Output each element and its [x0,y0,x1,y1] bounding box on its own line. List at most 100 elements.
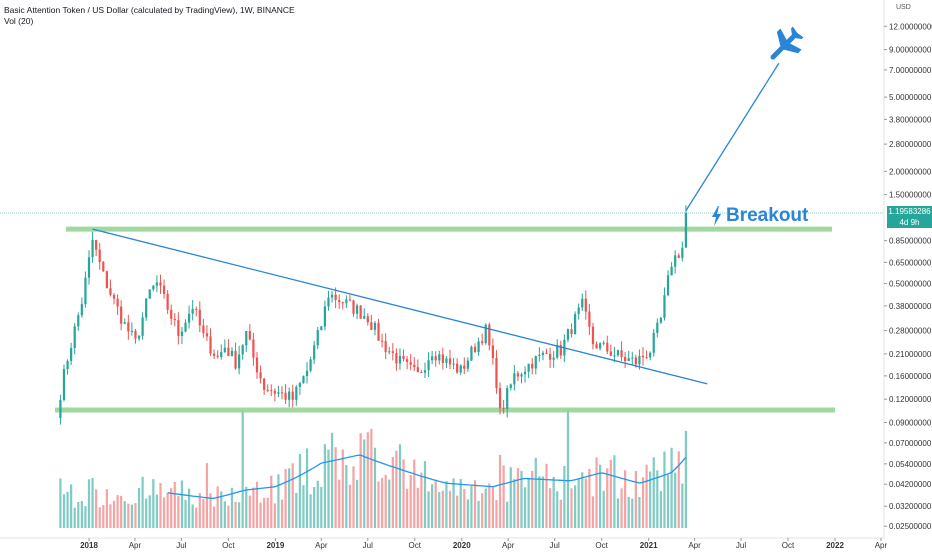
candle-body [588,311,591,327]
volume-bar [223,501,226,528]
candle-body [620,350,623,357]
candle-body [427,360,430,371]
candle-body [438,354,441,361]
candle-body [599,343,602,349]
volume-bar [209,493,212,528]
candle-body [327,297,330,307]
volume-bar [473,480,477,528]
volume-bar [148,495,151,528]
candle-body [631,357,634,359]
volume-label: Vol (20) [4,16,34,26]
candle-body [545,352,548,354]
volume-bar [659,491,662,528]
y-tick-label: 0.12000000 [889,395,932,404]
volume-bar [395,450,398,528]
candle-body [498,388,502,409]
volume-bar [173,481,176,528]
airplane-shape [770,26,804,60]
volume-bar [363,439,366,528]
volume-bar [245,486,248,528]
x-tick-label: Jul [550,541,560,550]
candle-body [220,352,223,357]
candle-body [473,346,477,353]
candle-body [431,356,434,361]
candle-body [591,326,595,345]
candle-body [627,358,630,362]
volume-bar [548,488,552,528]
candle-body [298,383,301,387]
volume-bar [273,503,276,528]
volume-bar [270,475,273,528]
volume-bar [295,493,298,528]
candle-body [416,367,419,373]
volume-bar [438,492,441,528]
volume-bar [95,489,98,528]
candle-body [155,282,159,286]
volume-bar [652,457,655,528]
volume-bar [584,478,587,528]
x-tick-label: Apr [688,541,701,550]
x-tick-label: Oct [222,541,235,550]
candle-body [523,371,527,375]
volume-bar [577,478,580,528]
volume-bar [352,466,355,528]
volume-bar [323,444,327,528]
candle-body [441,354,444,363]
volume-bar [248,495,251,528]
volume-bar [559,499,562,528]
volume-bar [620,488,623,528]
volume-bar [616,498,620,528]
candle-body [241,345,244,355]
candle-body [666,275,670,296]
volume-bar [627,496,630,528]
candle-body [102,262,105,272]
volume-bar [238,502,241,528]
y-tick-label: 0.38000000 [889,302,932,311]
candle-body [409,361,412,365]
candle-body [212,353,216,356]
candle-body [355,305,359,314]
candle-body [127,322,130,332]
volume-bar [155,494,159,528]
volume-bar [102,505,105,528]
candle-body [95,240,98,250]
zones [0,212,884,413]
volume-bar [134,503,137,528]
candle-body [280,392,284,394]
candle-body [334,294,337,301]
candle-body [84,277,87,305]
y-tick-label: 0.65000000 [889,258,932,267]
volume-bar [162,497,166,528]
support-zone [55,407,835,413]
candle-body [187,313,191,323]
volume-bar [334,447,337,528]
candle-body [252,339,255,358]
airplane-icon [770,26,804,60]
candle-body [384,341,387,353]
candle-body [284,392,287,400]
candle-body [105,271,108,289]
candle-body [295,386,298,400]
candle-body [405,359,409,362]
candle-body [116,298,119,307]
volume-bar [59,478,62,528]
time-axis[interactable]: 2018 Apr Jul Oct 2019 Apr Jul Oct 2020 Apr Jul Oct 2… [0,537,888,550]
volume-bar [588,468,591,528]
volume-bar [227,505,230,528]
price-axis[interactable]: 12.00000000 9.00000000 7.00000000 5.0000000… [883,0,932,538]
volume-bar [62,494,66,528]
x-tick-label: 2021 [640,541,658,550]
volume-bar [509,467,512,528]
candle-body [463,365,466,369]
volume-bar [166,492,169,528]
volume-bar [506,501,509,528]
candle-body [391,351,394,354]
candle-body [541,352,545,355]
volume-bar [516,468,520,528]
drawing-lines [92,62,780,385]
candle-body [645,357,648,359]
airplane-path [770,26,804,60]
volume-bar [370,428,373,528]
candle-body [202,325,205,334]
